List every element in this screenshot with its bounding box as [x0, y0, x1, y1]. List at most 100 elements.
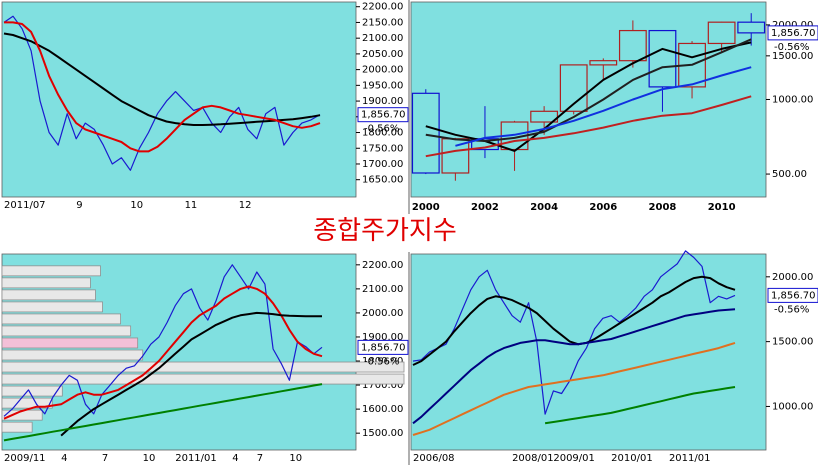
change-label: -0.56% [364, 124, 399, 135]
y-tick-label: 1500.00 [772, 337, 813, 348]
volume-profile-bar [1, 361, 405, 373]
last-price-box [767, 287, 818, 303]
y-tick-label: 2100.00 [362, 33, 403, 44]
candle-body [707, 21, 736, 45]
series-line [412, 341, 736, 436]
y-tick-label: 1000.00 [772, 94, 813, 105]
series-line [3, 32, 321, 126]
series-line [3, 264, 323, 417]
x-tick-label: 2000 [412, 202, 440, 213]
last-price-box [357, 107, 409, 123]
x-tick-label: 10 [130, 200, 143, 211]
y-tick-label: 1900.00 [362, 332, 403, 343]
volume-profile-bar [1, 385, 63, 397]
x-tick-label: 7 [102, 453, 108, 464]
last-price-label: 1,856.70 [771, 28, 816, 39]
y-tick-label: 2050.00 [362, 49, 403, 60]
plot-area [410, 253, 767, 451]
x-tick-label: 12 [239, 200, 252, 211]
x-tick-label: 2010 [708, 202, 736, 213]
y-tick-label: 1000.00 [772, 401, 813, 412]
y-tick-label: 1950.00 [362, 80, 403, 91]
candle-body [737, 21, 766, 34]
volume-profile-bar [1, 373, 405, 385]
x-tick-label: 2009/11 [4, 453, 46, 464]
series-line [4, 21, 321, 153]
title-band [0, 214, 818, 252]
y-tick-label: 500.00 [772, 169, 807, 180]
x-tick-label: 11 [185, 200, 198, 211]
x-tick-label: 7 [257, 453, 263, 464]
y-tick-label: 1650.00 [362, 175, 403, 186]
y-tick-label: 1800.00 [362, 356, 403, 367]
x-tick-label: 2004 [530, 202, 558, 213]
series-line [3, 285, 323, 420]
page-title: 종합주가지수 [313, 216, 457, 246]
change-label: -0.56% [774, 42, 809, 53]
candle-body [411, 92, 440, 174]
y-tick-label: 1500.00 [362, 428, 403, 439]
x-tick-label: 10 [143, 453, 156, 464]
volume-profile-bar [1, 289, 96, 301]
x-tick-label: 2008/01 [512, 453, 554, 464]
y-tick-label: 1800.00 [362, 128, 403, 139]
plot-area [410, 1, 767, 198]
last-price-box [767, 25, 818, 41]
series-line [412, 275, 736, 366]
y-tick-label: 2150.00 [362, 17, 403, 28]
last-price-label: 1,856.70 [771, 290, 816, 301]
volume-profile-bar [1, 313, 121, 325]
y-tick-label: 1750.00 [362, 143, 403, 154]
y-tick-label: 1900.00 [362, 96, 403, 107]
volume-profile-bar [1, 277, 91, 289]
series-line [425, 38, 752, 142]
x-tick-label: 2002 [471, 202, 499, 213]
x-tick-label: 2006/08 [413, 453, 455, 464]
series-line [412, 308, 736, 425]
x-tick-label: 2006 [589, 202, 617, 213]
x-tick-label: 2011/01 [175, 453, 217, 464]
series-line [60, 311, 322, 437]
series-line [544, 386, 736, 425]
series-line [3, 383, 323, 442]
y-tick-label: 2000.00 [772, 272, 813, 283]
series-line [3, 15, 321, 171]
series-line [412, 250, 736, 415]
volume-profile-bar [1, 337, 139, 349]
volume-profile-bar [1, 349, 144, 361]
series-line [425, 95, 752, 158]
candle-body [618, 29, 647, 62]
volume-profile-bar [1, 397, 53, 409]
x-tick-label: 4 [232, 453, 238, 464]
candle-body [589, 60, 618, 66]
y-tick-label: 1700.00 [362, 380, 403, 391]
y-tick-label: 2000.00 [362, 308, 403, 319]
x-tick-label: 10 [289, 453, 302, 464]
y-tick-label: 2000.00 [772, 20, 813, 31]
x-tick-label: 2011/01 [669, 453, 711, 464]
y-tick-label: 2000.00 [362, 65, 403, 76]
x-tick-label: 4 [61, 453, 67, 464]
candle-body [441, 138, 470, 174]
volume-profile-bar [1, 301, 103, 313]
plot-area [1, 1, 357, 198]
x-tick-label: 2011/07 [4, 200, 46, 211]
y-tick-label: 2200.00 [362, 260, 403, 271]
change-label: -0.56% [364, 356, 399, 367]
y-tick-label: 1700.00 [362, 159, 403, 170]
y-tick-label: 1500.00 [772, 51, 813, 62]
last-price-label: 1,856.70 [361, 342, 406, 353]
last-price-label: 1,856.70 [361, 110, 406, 121]
y-tick-label: 2200.00 [362, 2, 403, 13]
x-tick-label: 9 [76, 200, 82, 211]
y-tick-label: 2100.00 [362, 284, 403, 295]
x-tick-label: 2010/01 [611, 453, 653, 464]
candle-body [648, 29, 677, 88]
last-price-box [357, 339, 409, 355]
y-tick-label: 1600.00 [362, 404, 403, 415]
x-tick-label: 2009/01 [553, 453, 595, 464]
x-tick-label: 2008 [649, 202, 677, 213]
volume-profile-bar [1, 265, 101, 277]
